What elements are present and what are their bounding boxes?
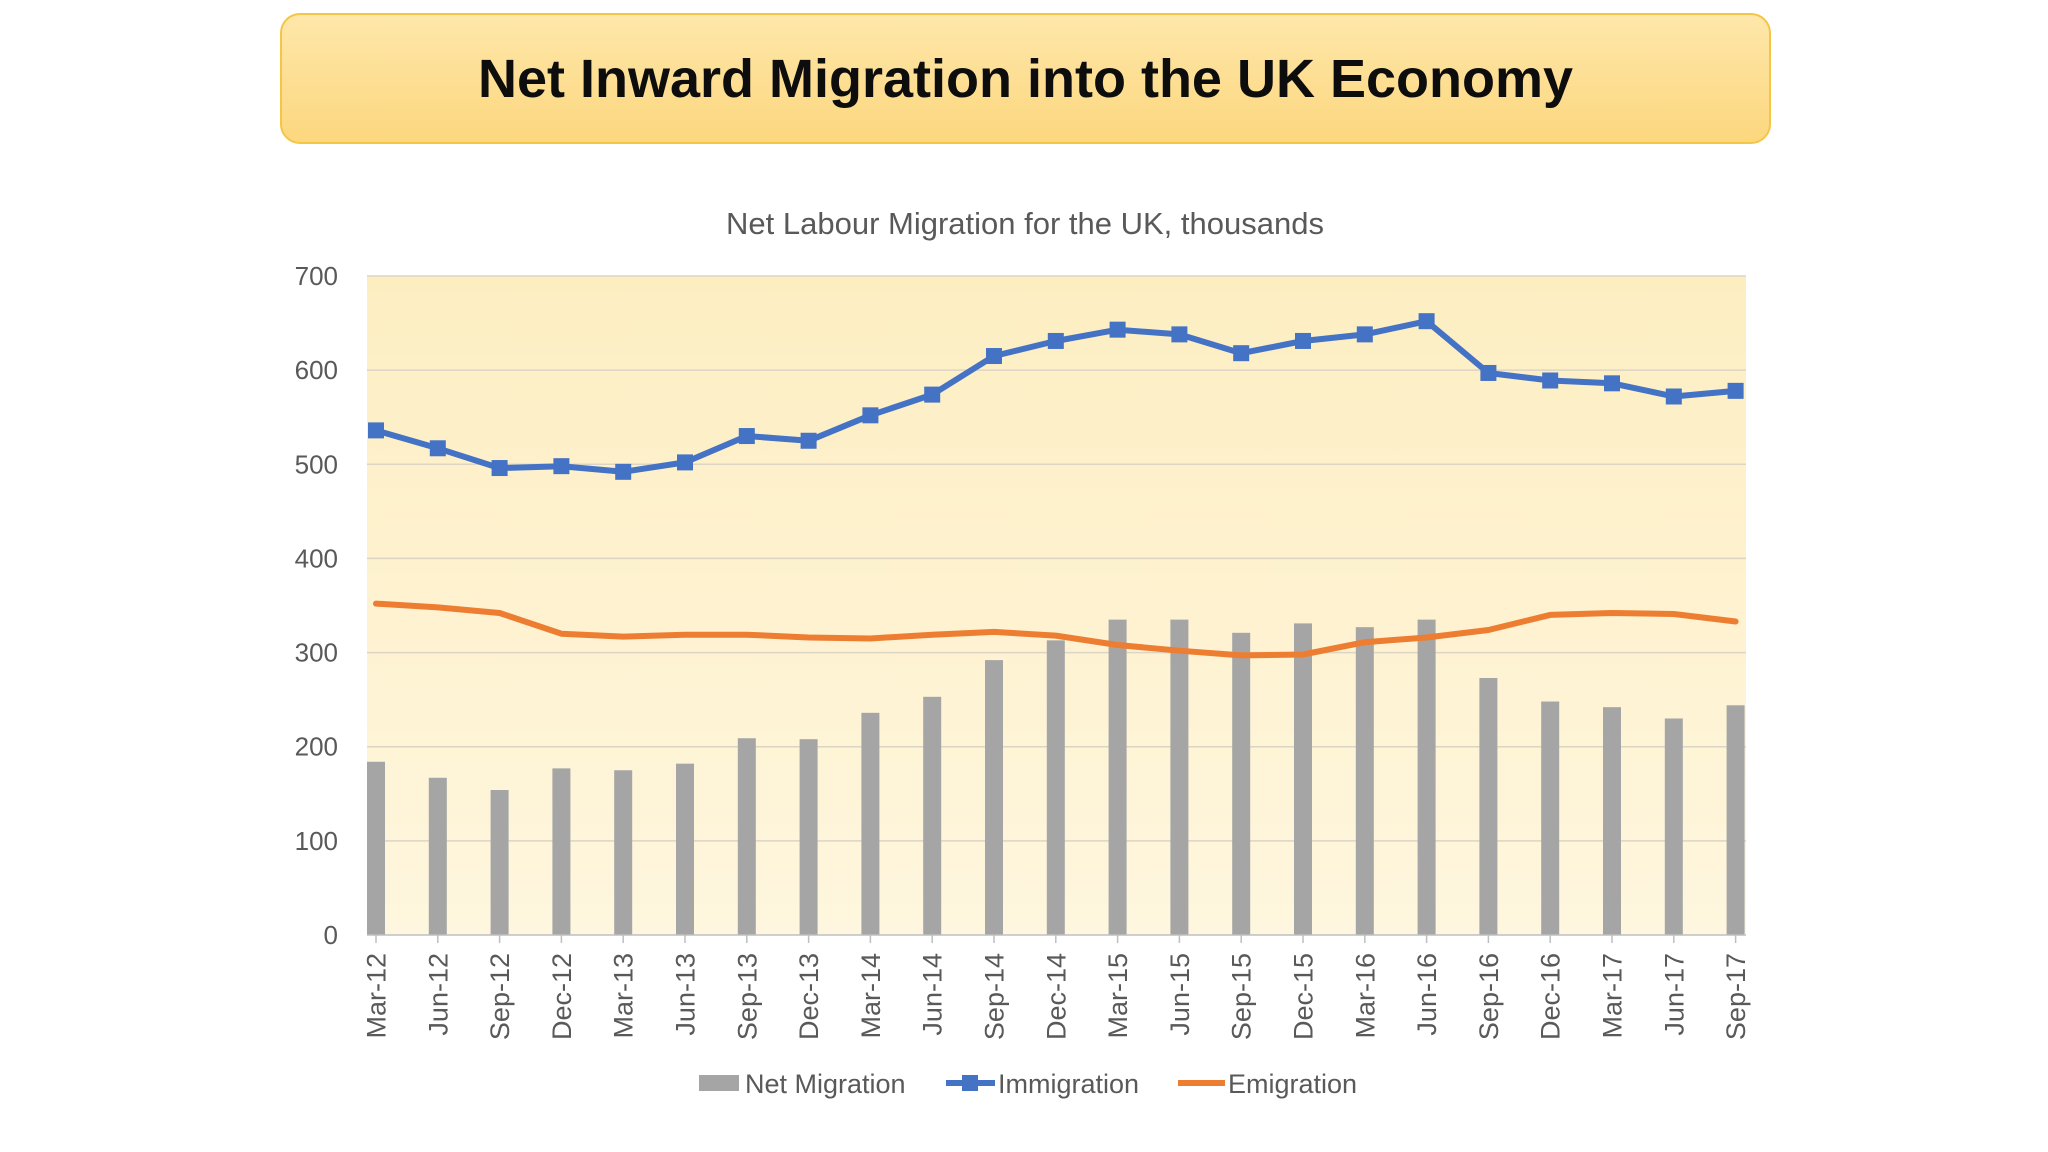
y-tick-label: 300 [295,638,338,668]
y-tick-label: 200 [295,732,338,762]
net-migration-bars [367,619,1745,935]
marker-immigration [615,463,632,480]
x-tick-label: Jun-12 [423,953,453,1036]
marker-immigration [1109,321,1126,338]
bar-net-migration [552,768,571,935]
marker-immigration [491,460,508,477]
y-tick-label: 0 [324,920,338,950]
bar-net-migration [1046,640,1065,935]
x-tick-label: Jun-15 [1165,953,1195,1036]
legend-label-emigration: Emigration [1228,1069,1357,1099]
bar-net-migration [1603,707,1621,935]
x-tick-label: Mar-12 [362,953,392,1039]
bar-net-migration [367,761,385,935]
bar-net-migration [614,770,633,935]
legend-label-immigration: Immigration [998,1069,1139,1099]
bar-net-migration [1294,623,1312,935]
legend-label-net-migration: Net Migration [745,1069,906,1099]
bar-net-migration [1479,677,1498,935]
bar-net-migration [985,660,1003,935]
x-tick-label: Mar-17 [1598,953,1628,1039]
y-tick-label: 500 [295,449,338,479]
x-tick-label: Dec-15 [1289,953,1319,1040]
x-tick-label: Dec-16 [1536,953,1566,1040]
marker-immigration [1171,326,1188,343]
x-tick-label: Dec-12 [547,953,577,1040]
x-tick-label: Mar-16 [1350,953,1380,1039]
bar-net-migration [923,696,942,935]
marker-immigration [1727,382,1744,399]
legend-item-net-migration: Net Migration [699,1069,906,1099]
marker-immigration [738,428,755,445]
marker-immigration [553,458,570,475]
bar-net-migration [1664,718,1683,935]
legend-marker-immigration [962,1075,978,1091]
marker-immigration [800,432,817,449]
x-tick-label: Mar-13 [609,953,639,1039]
marker-immigration [1356,326,1373,343]
bar-net-migration [737,738,756,935]
marker-immigration [429,440,446,457]
bar-net-migration [1170,619,1189,935]
y-axis: 0 100 200 300 400 500 600 700 [295,261,338,950]
y-tick-label: 100 [295,826,338,856]
marker-immigration [1418,313,1435,330]
marker-immigration [1295,332,1311,349]
legend-item-emigration: Emigration [1178,1069,1357,1099]
x-tick-label: Sep-12 [485,953,515,1040]
legend-item-immigration: Immigration [946,1069,1139,1099]
bar-net-migration [676,763,694,935]
x-tick-label: Mar-14 [856,953,886,1039]
y-tick-label: 700 [295,261,338,291]
x-tick-label: Dec-14 [1041,953,1071,1040]
marker-immigration [1665,388,1682,405]
line-emigration [373,600,1739,659]
bar-net-migration [799,739,818,935]
bar-net-migration [1417,619,1436,935]
x-tick-label: Jun-16 [1412,953,1442,1036]
x-tick-label: Dec-13 [794,953,824,1040]
marker-immigration [1233,345,1250,362]
series-markers [368,313,1744,480]
y-tick-label: 400 [295,543,338,573]
bar-net-migration [1108,619,1127,935]
bar-net-migration [490,790,509,935]
bar-net-migration [428,777,447,935]
bar-net-migration [1355,627,1374,935]
x-axis: Mar-12 Jun-12 Sep-12 Dec-12 Mar-13 Jun-13 Sep-… [362,934,1751,1040]
bar-net-migration [1541,701,1560,935]
legend-swatch-net-migration [699,1075,739,1091]
marker-immigration [1542,372,1559,389]
title-banner: Net Inward Migration into the UK Economy [280,13,1771,144]
bar-net-migration [1726,705,1745,935]
marker-immigration [677,454,693,471]
marker-immigration [1604,375,1620,392]
x-tick-label: Jun-17 [1659,953,1689,1036]
x-tick-label: Sep-16 [1474,953,1504,1040]
bar-net-migration [861,712,880,935]
marker-immigration [924,386,941,403]
marker-immigration [368,422,384,439]
bar-net-migration [1232,632,1251,935]
marker-immigration [1047,332,1064,349]
x-tick-label: Sep-15 [1227,953,1257,1040]
x-tick-label: Jun-14 [918,953,948,1036]
x-tick-label: Mar-15 [1103,953,1133,1039]
x-tick-label: Sep-14 [980,953,1010,1040]
chart-title: Net Labour Migration for the UK, thousan… [726,206,1324,241]
marker-immigration [862,407,879,424]
x-tick-label: Sep-17 [1721,953,1751,1040]
marker-immigration [986,348,1002,365]
x-tick-label: Jun-13 [671,953,701,1036]
marker-immigration [1480,364,1497,381]
y-tick-label: 600 [295,355,338,385]
x-tick-label: Sep-13 [732,953,762,1040]
slide-title: Net Inward Migration into the UK Economy [477,48,1574,109]
legend: Net Migration Immigration Emigration [699,1069,1357,1099]
